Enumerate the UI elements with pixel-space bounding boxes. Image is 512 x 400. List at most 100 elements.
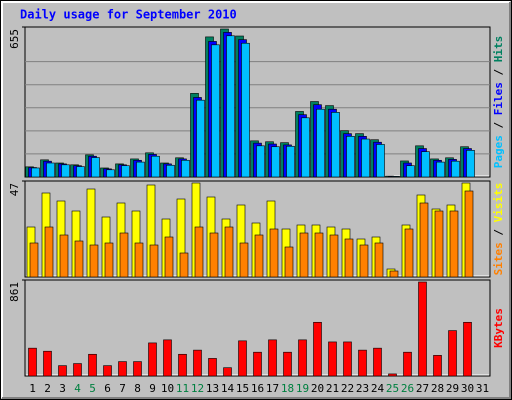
bar [133, 361, 142, 377]
bar [254, 234, 264, 278]
x-tick-label: 8 [134, 382, 141, 395]
bar [283, 351, 292, 377]
x-tick-label: 15 [236, 382, 249, 395]
bar [61, 164, 70, 178]
bar [331, 112, 340, 178]
bar [208, 358, 217, 377]
x-tick-label: 10 [161, 382, 174, 395]
bar [43, 350, 52, 377]
bar [106, 169, 115, 178]
bar [359, 244, 369, 278]
legend: KBytes [492, 308, 505, 348]
bar [361, 138, 370, 178]
bar [343, 341, 352, 377]
bar [119, 232, 129, 278]
bar [314, 232, 324, 278]
bar [433, 355, 442, 377]
bar [166, 164, 175, 178]
bar [164, 236, 174, 278]
x-tick-label: 22 [341, 382, 354, 395]
bar [58, 365, 67, 377]
bar [193, 349, 202, 377]
x-tick-label: 11 [176, 382, 189, 395]
bar [448, 330, 457, 377]
legend-entry: Hits [492, 36, 505, 63]
bar [301, 117, 310, 178]
x-tick-label: 21 [326, 382, 339, 395]
bar [436, 161, 445, 178]
bar [344, 238, 354, 278]
y-tick-label: 655 [8, 29, 21, 49]
bar [376, 144, 385, 178]
bar [31, 167, 40, 178]
bar [286, 145, 295, 178]
x-tick-label: 4 [74, 382, 81, 395]
bar [269, 228, 279, 278]
bar [316, 108, 325, 178]
chart-title: Daily usage for September 2010 [20, 8, 237, 22]
bar [211, 44, 220, 178]
legend-separator: / [492, 62, 505, 82]
bar [419, 202, 429, 278]
bar [418, 281, 427, 377]
bar [103, 365, 112, 377]
x-tick-label: 23 [356, 382, 369, 395]
legend-entry: Pages [492, 135, 505, 168]
bar [239, 242, 249, 278]
bar [299, 232, 309, 278]
bar [389, 270, 399, 278]
legend-separator: / [492, 115, 505, 135]
bar [196, 99, 205, 178]
bar [209, 232, 219, 278]
bar [91, 157, 100, 178]
bar [434, 210, 444, 278]
x-tick-label: 13 [206, 382, 219, 395]
x-tick-label: 16 [251, 382, 264, 395]
bar [464, 190, 474, 278]
legend-separator: / [492, 222, 505, 242]
bar [29, 242, 39, 278]
bar [121, 165, 130, 178]
x-tick-label: 12 [191, 382, 204, 395]
x-tick-label: 31 [476, 382, 489, 395]
x-tick-label: 27 [416, 382, 429, 395]
x-tick-label: 3 [59, 382, 66, 395]
y-tick-label: 47 [8, 183, 21, 196]
x-tick-label: 30 [461, 382, 474, 395]
bar [451, 160, 460, 178]
bar [136, 161, 145, 178]
bar [134, 242, 144, 278]
bar [44, 226, 54, 278]
x-tick-label: 7 [119, 382, 126, 395]
bar [46, 162, 55, 178]
bar [313, 321, 322, 377]
x-tick-label: 29 [446, 382, 459, 395]
x-tick-label: 14 [221, 382, 235, 395]
bar [404, 228, 414, 278]
bar [223, 367, 232, 377]
bar [421, 151, 430, 178]
bar [298, 339, 307, 377]
bar [463, 321, 472, 377]
bar [163, 339, 172, 377]
bar [358, 349, 367, 377]
legend-entry: Files [492, 82, 505, 115]
bar [118, 361, 127, 377]
x-tick-label: 28 [431, 382, 444, 395]
bar [151, 155, 160, 178]
x-tick-label: 18 [281, 382, 294, 395]
bar [238, 340, 247, 377]
x-tick-label: 24 [371, 382, 385, 395]
bar [373, 347, 382, 377]
x-tick-label: 1 [29, 382, 36, 395]
bar [74, 240, 84, 278]
bar [149, 244, 159, 278]
x-tick-label: 26 [401, 382, 414, 395]
x-tick-label: 9 [149, 382, 156, 395]
legend: Pages / Files / Hits [492, 36, 505, 169]
bar [59, 234, 69, 278]
bar [89, 244, 99, 278]
bar [466, 150, 475, 178]
bar [104, 242, 114, 278]
